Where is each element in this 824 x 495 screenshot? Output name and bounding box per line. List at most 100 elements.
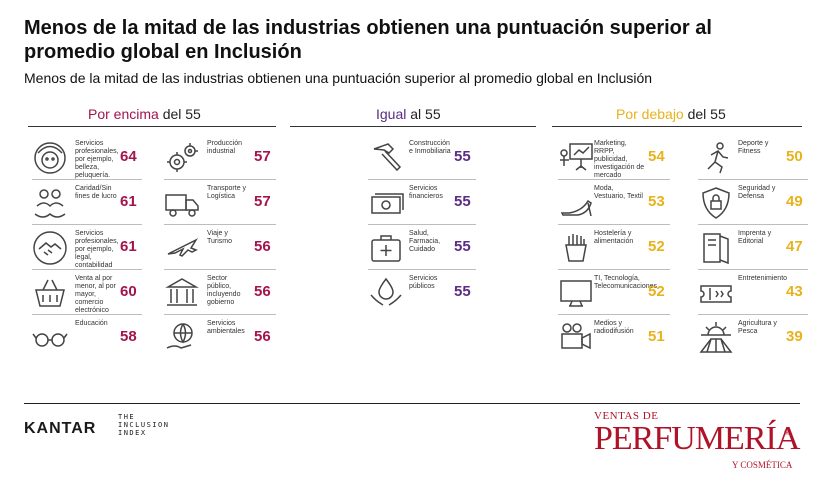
airplane-icon bbox=[162, 228, 202, 268]
group-key-word: Igual bbox=[376, 106, 407, 122]
industry-label: Salud, Farmacia, Cuidado bbox=[409, 230, 441, 253]
group-header-rule bbox=[552, 126, 802, 127]
logo-line: PERFUMERÍA bbox=[594, 420, 800, 457]
high-heel-icon bbox=[556, 183, 596, 223]
industry-label: Marketing, RRPP, publicidad, investigaci… bbox=[594, 140, 645, 179]
row-separator bbox=[164, 224, 276, 225]
row-separator bbox=[32, 179, 142, 180]
group-key-word: Por debajo bbox=[616, 106, 684, 122]
chart-subtitle: Menos de la mitad de las industrias obti… bbox=[24, 70, 653, 86]
row-separator bbox=[558, 314, 670, 315]
inclusion-index-logo: THE INCLUSION INDEX bbox=[118, 413, 169, 437]
industry-item: Servicios profesionales, por ejemplo, le… bbox=[30, 226, 146, 270]
row-separator bbox=[368, 269, 476, 270]
industry-label: Venta al por menor, al por mayor, comerc… bbox=[75, 275, 116, 314]
industry-item: Seguridad y Defensa 49 bbox=[696, 181, 812, 225]
industry-item: Caridad/Sin fines de lucro 61 bbox=[30, 181, 146, 225]
industry-item: Servicios públicos 55 bbox=[366, 271, 480, 315]
industry-score: 53 bbox=[648, 193, 665, 210]
industry-label: Seguridad y Defensa bbox=[738, 185, 776, 200]
chart-title: Menos de la mitad de las industrias obti… bbox=[24, 17, 712, 63]
row-separator bbox=[164, 269, 276, 270]
ticket-icon bbox=[696, 273, 736, 313]
book-icon bbox=[696, 228, 736, 268]
group-threshold: del 55 bbox=[683, 106, 726, 122]
industry-label: Viaje y Turismo bbox=[207, 230, 233, 245]
industry-score: 60 bbox=[120, 283, 137, 300]
hammer-icon bbox=[366, 138, 406, 178]
industry-score: 55 bbox=[454, 238, 471, 255]
industry-label: Caridad/Sin fines de lucro bbox=[75, 185, 117, 200]
group-header: Por debajo del 55 bbox=[616, 106, 726, 122]
industry-score: 39 bbox=[786, 328, 803, 345]
industry-item: Sector público, incluyendo gobierno 56 bbox=[162, 271, 280, 315]
video-camera-icon bbox=[556, 318, 596, 358]
row-separator bbox=[558, 179, 670, 180]
industry-item: Hostelería y alimentación 52 bbox=[556, 226, 674, 270]
industry-label: Agricultura y Pesca bbox=[738, 320, 777, 335]
industry-score: 56 bbox=[254, 238, 271, 255]
industry-label: Servicios ambientales bbox=[207, 320, 245, 335]
group-header-rule bbox=[28, 126, 276, 127]
industry-label: Hostelería y alimentación bbox=[594, 230, 634, 245]
water-drop-hands-icon bbox=[366, 273, 406, 313]
woman-face-icon bbox=[30, 138, 70, 178]
charity-hands-icon bbox=[30, 183, 70, 223]
industry-label: Servicios profesionales, por ejemplo, be… bbox=[75, 140, 119, 179]
government-building-icon bbox=[162, 273, 202, 313]
industry-item: Deporte y Fitness 50 bbox=[696, 136, 812, 180]
industry-score: 50 bbox=[786, 148, 803, 165]
industry-item: Servicios financieros 55 bbox=[366, 181, 480, 225]
industry-item: Transporte y Logística 57 bbox=[162, 181, 280, 225]
row-separator bbox=[698, 269, 808, 270]
industry-label: Servicios profesionales, por ejemplo, le… bbox=[75, 230, 119, 269]
industry-item: Servicios profesionales, por ejemplo, be… bbox=[30, 136, 146, 180]
row-separator bbox=[368, 179, 476, 180]
industry-label: Servicios públicos bbox=[409, 275, 438, 290]
row-separator bbox=[32, 314, 142, 315]
basket-icon bbox=[30, 273, 70, 313]
industry-item: TI, Tecnología, Telecomunicaciones 52 bbox=[556, 271, 674, 315]
industry-item: Venta al por menor, al por mayor, comerc… bbox=[30, 271, 146, 315]
footer-divider bbox=[24, 403, 800, 404]
row-separator bbox=[164, 314, 276, 315]
logo-line: VENTAS DE bbox=[594, 410, 659, 422]
industry-label: Sector público, incluyendo gobierno bbox=[207, 275, 241, 306]
industry-item: Salud, Farmacia, Cuidado 55 bbox=[366, 226, 480, 270]
fries-icon bbox=[556, 228, 596, 268]
industry-item: Servicios ambientales 56 bbox=[162, 316, 280, 360]
industry-label: Producción industrial bbox=[207, 140, 243, 155]
industry-score: 49 bbox=[786, 193, 803, 210]
row-separator bbox=[164, 179, 276, 180]
industry-score: 58 bbox=[120, 328, 137, 345]
logo-line: Y COSMÉTICA bbox=[732, 460, 793, 470]
industry-score: 51 bbox=[648, 328, 665, 345]
row-separator bbox=[698, 224, 808, 225]
industry-label: Imprenta y Editorial bbox=[738, 230, 772, 245]
industry-score: 61 bbox=[120, 193, 137, 210]
truck-icon bbox=[162, 183, 202, 223]
industry-score: 57 bbox=[254, 193, 271, 210]
industry-label: Educación bbox=[75, 320, 108, 327]
industry-item: Entretenimiento 43 bbox=[696, 271, 812, 315]
logo-registered: ® bbox=[784, 428, 791, 437]
logo-line: INDEX bbox=[118, 429, 147, 437]
gears-icon bbox=[162, 138, 202, 178]
industry-label: Moda, Vestuario, Textil bbox=[594, 185, 643, 200]
industry-label: Medios y radiodifusión bbox=[594, 320, 634, 335]
industry-score: 61 bbox=[120, 238, 137, 255]
banknote-icon bbox=[366, 183, 406, 223]
logo-line: THE bbox=[118, 413, 136, 421]
industry-score: 47 bbox=[786, 238, 803, 255]
industry-label: Construcción e Inmobiliaria bbox=[409, 140, 451, 155]
group-header-rule bbox=[290, 126, 536, 127]
row-separator bbox=[558, 269, 670, 270]
presentation-icon bbox=[556, 138, 596, 178]
industry-item: Viaje y Turismo 56 bbox=[162, 226, 280, 270]
row-separator bbox=[32, 269, 142, 270]
industry-score: 55 bbox=[454, 283, 471, 300]
row-separator bbox=[368, 224, 476, 225]
industry-score: 54 bbox=[648, 148, 665, 165]
group-key-word: Por encima bbox=[88, 106, 159, 122]
industry-label: Entretenimiento bbox=[738, 275, 788, 282]
